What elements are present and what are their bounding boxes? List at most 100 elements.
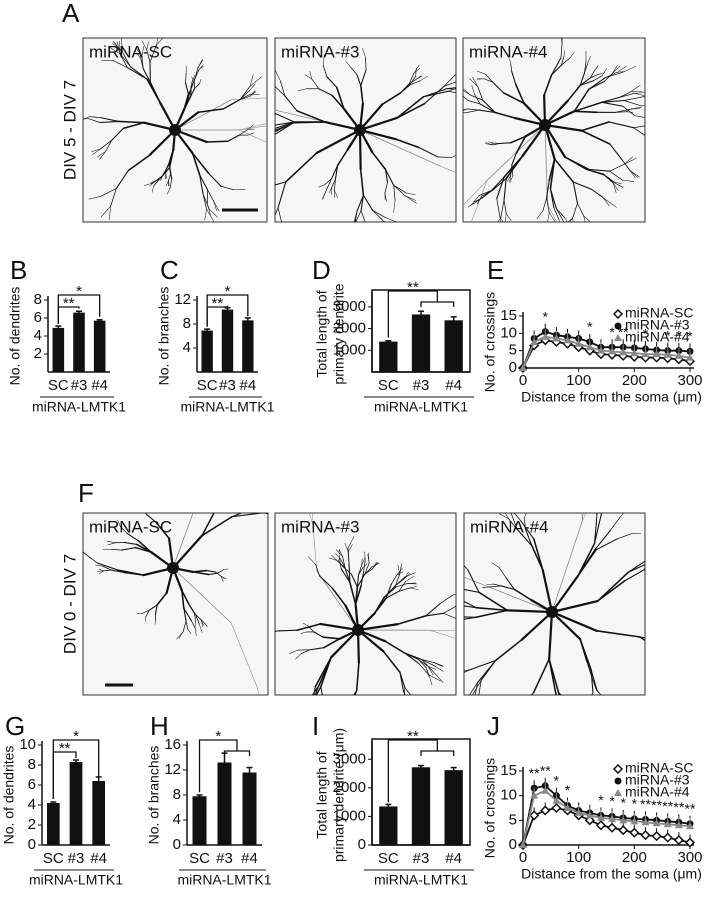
neurite (542, 197, 547, 212)
neurite (601, 99, 625, 103)
neurite (463, 96, 469, 101)
neurite (355, 224, 358, 234)
micrograph: miRNA-#3 (274, 461, 457, 734)
y-tick-label: 4 (173, 811, 181, 828)
neurite (572, 719, 574, 734)
significance-label: * (632, 796, 638, 812)
neurite (443, 81, 456, 87)
neurite (349, 581, 357, 606)
significance-label: ** (63, 295, 75, 312)
neurite (590, 70, 595, 79)
neurite (453, 702, 466, 713)
y-tick-label: 2000 (333, 320, 366, 337)
neurite (427, 666, 434, 676)
neurite (472, 679, 482, 695)
neurite (661, 571, 671, 576)
neurite (263, 223, 272, 232)
neurite (362, 194, 374, 211)
neurite (564, 217, 568, 222)
neurite (149, 45, 157, 63)
neurite (95, 565, 103, 567)
neurite (503, 199, 507, 215)
neurite (409, 586, 417, 589)
neurite (330, 628, 360, 659)
neurite (192, 571, 210, 576)
neurite (235, 464, 244, 480)
point (673, 835, 684, 846)
neurite (504, 513, 509, 519)
neurite (446, 87, 456, 89)
neurite (384, 168, 389, 183)
neurite (321, 711, 325, 727)
neurite (165, 180, 169, 187)
neurite (361, 557, 366, 567)
neurite (355, 224, 358, 232)
neurite (572, 202, 578, 219)
neurite (360, 84, 364, 105)
significance-label: * (609, 793, 615, 809)
neurite (564, 720, 580, 739)
neurite (302, 705, 311, 720)
neurite (550, 574, 579, 614)
neurite (630, 170, 636, 179)
point (551, 802, 562, 814)
point (540, 805, 551, 816)
neurite (123, 541, 138, 545)
soma (352, 624, 364, 636)
bar (242, 772, 257, 845)
neurite (358, 128, 362, 171)
neurite (580, 740, 597, 748)
point (596, 346, 605, 354)
neurite (295, 721, 301, 730)
x-tick-label: #3 (219, 377, 236, 394)
neurite (361, 558, 363, 567)
neurite (122, 51, 131, 68)
neurite (637, 278, 658, 286)
neurite (609, 163, 625, 172)
neurite (356, 574, 360, 588)
neurite (315, 564, 320, 577)
bar (69, 762, 83, 845)
neurite (153, 178, 161, 187)
neurite (588, 77, 606, 90)
neurite (600, 513, 602, 515)
neurite (296, 461, 311, 488)
neurite (334, 189, 338, 198)
neurite (339, 558, 346, 569)
neurite (110, 188, 117, 207)
legend-label: miRNA-#3 (625, 317, 690, 333)
neurite (477, 86, 483, 101)
neurite (623, 157, 637, 165)
neurite (593, 75, 603, 82)
neurite (151, 178, 161, 184)
neurite (595, 538, 618, 551)
neurite (396, 615, 427, 626)
neurite (197, 108, 225, 114)
neurite (275, 121, 295, 129)
soma (546, 606, 558, 618)
neurite (578, 260, 593, 314)
neurite (284, 152, 318, 183)
neurite (498, 567, 507, 579)
neurite (502, 503, 510, 512)
significance-label: * (554, 772, 560, 788)
neurite (384, 640, 405, 654)
neurite (616, 71, 625, 73)
neurite (500, 199, 505, 218)
significance-bracket (387, 290, 455, 338)
neurite (474, 93, 481, 105)
neurite (627, 564, 645, 573)
group-label: miRNA-LMTK1 (29, 872, 123, 888)
neurite (292, 121, 327, 124)
neurite (300, 722, 303, 734)
point (651, 831, 662, 842)
neurite (354, 210, 358, 222)
neurite (350, 573, 358, 588)
neurite (602, 173, 614, 183)
neurite (198, 623, 203, 633)
neurite (122, 121, 145, 130)
y-tick-label: 10 (500, 787, 517, 804)
neurite (464, 576, 553, 613)
significance-label: * (676, 327, 682, 343)
neurite (402, 702, 403, 712)
